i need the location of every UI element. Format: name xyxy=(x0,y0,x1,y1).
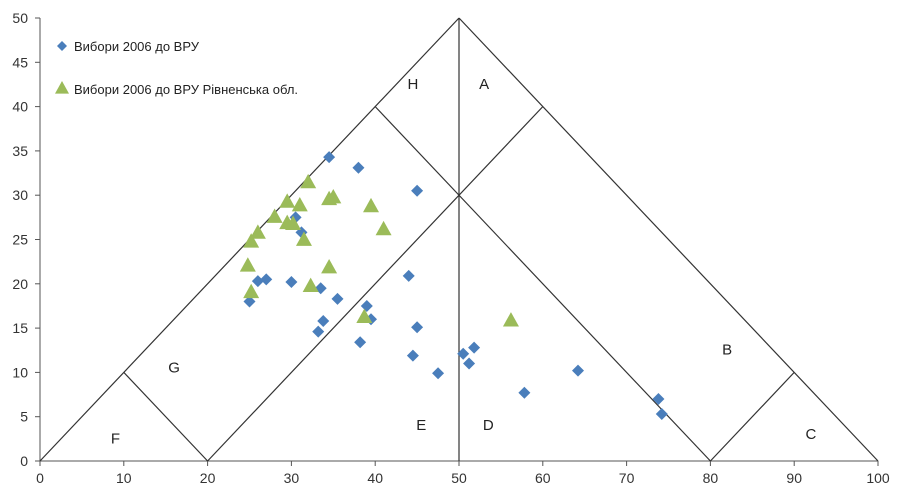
data-point-diamond xyxy=(402,269,415,282)
y-tick-label: 10 xyxy=(12,364,28,380)
data-point-diamond xyxy=(352,161,365,174)
data-point-triangle xyxy=(302,277,319,292)
data-point-diamond xyxy=(655,408,668,421)
y-tick-label: 0 xyxy=(20,453,28,469)
y-tick-label: 30 xyxy=(12,187,28,203)
data-point-diamond xyxy=(331,292,344,305)
corner-divider-right xyxy=(709,371,795,462)
x-tick-label: 70 xyxy=(619,470,635,486)
data-point-diamond xyxy=(354,336,367,349)
data-point-diamond xyxy=(312,325,325,338)
data-point-diamond xyxy=(260,273,273,286)
y-tick-label: 35 xyxy=(12,143,28,159)
x-tick-label: 10 xyxy=(116,470,132,486)
data-point-diamond xyxy=(468,341,481,354)
data-point-diamond xyxy=(652,392,665,405)
region-label-c: C xyxy=(806,426,817,443)
region-label-d: D xyxy=(483,417,494,434)
data-point-diamond xyxy=(411,184,424,197)
region-labels: H A B C D E F G xyxy=(111,76,817,447)
data-point-triangle xyxy=(300,173,317,189)
data-point-triangle xyxy=(285,215,302,230)
x-tick-label: 40 xyxy=(367,470,383,486)
data-point-triangle xyxy=(356,308,373,323)
data-point-triangle xyxy=(239,257,256,272)
data-point-diamond xyxy=(323,151,336,164)
data-point-triangle xyxy=(249,224,266,239)
data-point-triangle xyxy=(295,231,312,246)
corner-divider-left xyxy=(123,371,209,462)
y-tick-label: 45 xyxy=(12,54,28,70)
legend-label: Вибори 2006 до ВРУ xyxy=(74,39,200,54)
region-label-f: F xyxy=(111,430,120,447)
region-label-h: H xyxy=(407,76,418,93)
x-tick-label: 0 xyxy=(36,470,44,486)
y-tick-label: 50 xyxy=(12,10,28,26)
x-tick-label: 30 xyxy=(284,470,300,486)
data-point-diamond xyxy=(518,386,531,399)
region-label-a: A xyxy=(479,76,489,93)
legend: Вибори 2006 до ВРУ Вибори 2006 до ВРУ Рів… xyxy=(55,39,298,97)
legend-marker-diamond xyxy=(57,41,67,51)
region-label-b: B xyxy=(722,342,732,359)
y-tick-label: 20 xyxy=(12,276,28,292)
x-tick-label: 50 xyxy=(451,470,467,486)
ticks: 0 10 20 30 40 50 60 70 80 90 100 0 5 10 15 20 25 30 35 40 45… xyxy=(12,10,889,486)
series-2 xyxy=(239,173,519,327)
data-point-triangle xyxy=(375,220,392,236)
data-point-diamond xyxy=(317,315,330,328)
data-point-diamond xyxy=(360,299,373,312)
data-point-diamond xyxy=(571,364,584,377)
data-point-diamond xyxy=(457,347,470,360)
legend-label: Вибори 2006 до ВРУ Рівненська обл. xyxy=(74,82,298,97)
x-tick-label: 20 xyxy=(200,470,216,486)
inner-rising-line xyxy=(207,106,544,462)
data-point-triangle xyxy=(291,196,308,212)
data-point-triangle xyxy=(502,312,519,327)
data-point-diamond xyxy=(243,295,256,308)
data-point-triangle xyxy=(243,233,260,248)
inner-falling-line xyxy=(374,106,711,462)
x-tick-label: 60 xyxy=(535,470,551,486)
data-points xyxy=(239,151,668,421)
data-point-diamond xyxy=(463,357,476,370)
x-tick-label: 80 xyxy=(703,470,719,486)
region-label-g: G xyxy=(168,359,180,376)
data-point-triangle xyxy=(321,190,338,206)
data-point-diamond xyxy=(411,321,424,334)
data-point-triangle xyxy=(363,197,380,213)
data-point-triangle xyxy=(279,193,296,208)
data-point-triangle xyxy=(266,208,283,223)
y-tick-label: 15 xyxy=(12,320,28,336)
y-tick-label: 25 xyxy=(12,232,28,248)
legend-marker-triangle xyxy=(55,81,69,94)
y-tick-label: 40 xyxy=(12,99,28,115)
data-point-triangle xyxy=(243,283,260,299)
region-label-e: E xyxy=(416,417,426,434)
x-tick-label: 100 xyxy=(866,470,890,486)
data-point-diamond xyxy=(406,349,419,362)
x-tick-label: 90 xyxy=(786,470,802,486)
data-point-triangle xyxy=(321,258,338,274)
data-point-diamond xyxy=(251,275,264,288)
outer-right-edge xyxy=(458,17,879,462)
data-point-diamond xyxy=(432,367,445,380)
y-tick-label: 5 xyxy=(20,409,28,425)
data-point-diamond xyxy=(285,276,298,289)
